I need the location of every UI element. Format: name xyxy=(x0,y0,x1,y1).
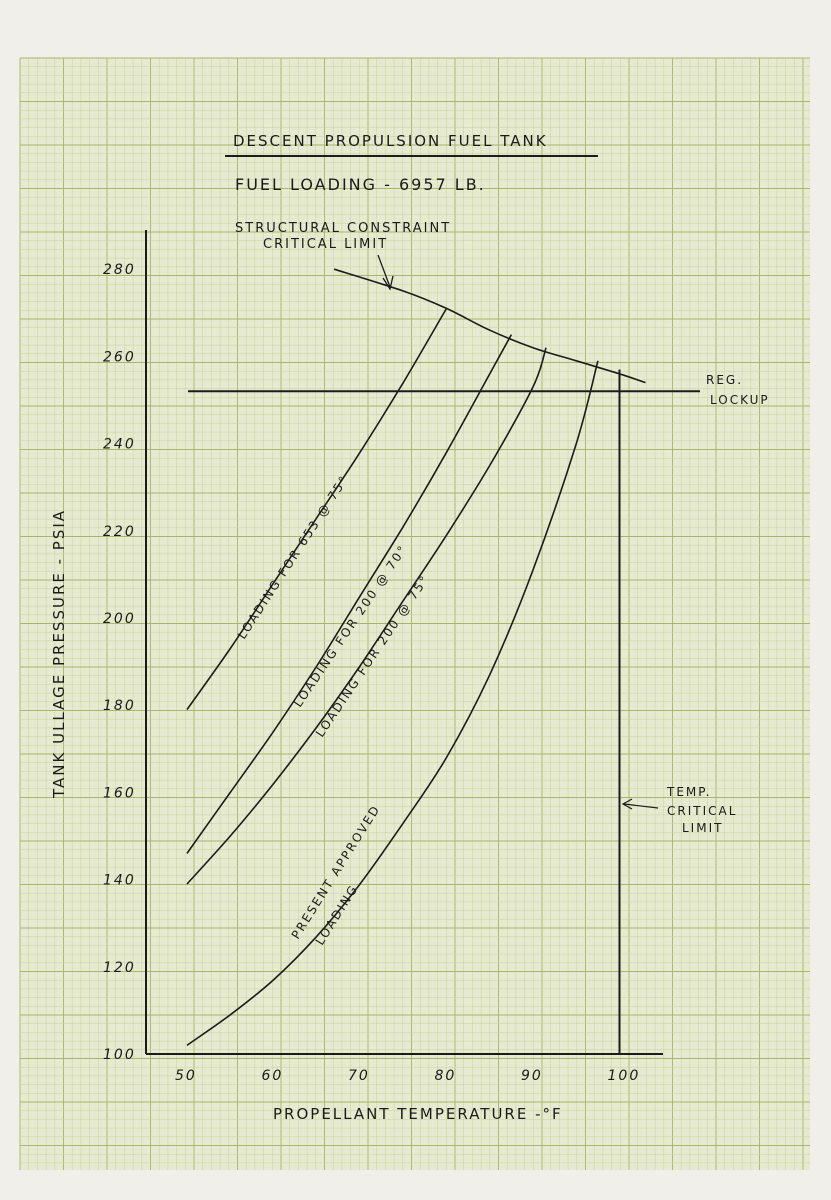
y-tick-label: 200 xyxy=(103,611,136,627)
x-tick-label: 70 xyxy=(348,1068,370,1084)
y-tick-label: 140 xyxy=(103,873,136,889)
temp-limit-label-line3: LIMIT xyxy=(682,821,723,835)
x-axis-label: PROPELLANT TEMPERATURE -°F xyxy=(273,1105,563,1123)
x-tick-label: 100 xyxy=(608,1068,641,1084)
y-tick-label: 240 xyxy=(103,437,136,453)
y-tick-label: 180 xyxy=(103,698,136,714)
structural-arrowhead xyxy=(382,275,394,291)
y-tick-label: 260 xyxy=(103,349,136,365)
graph-paper xyxy=(20,58,810,1170)
temp-limit-label-line2: CRITICAL xyxy=(667,804,737,818)
curve-loading-653-at-75 xyxy=(186,307,448,711)
curve-present-approved-loading xyxy=(186,360,599,1046)
x-tick-label: 80 xyxy=(435,1068,457,1084)
structural-annotation-line2: CRITICAL LIMIT xyxy=(263,237,388,252)
temp-limit-arrow xyxy=(623,803,659,809)
grid xyxy=(19,57,810,1170)
structural-annotation-line1: STRUCTURAL CONSTRAINT xyxy=(235,221,451,236)
y-tick-label: 220 xyxy=(103,524,136,540)
reg-lockup-label-line1: REG. xyxy=(706,373,743,387)
y-tick-label: 160 xyxy=(103,785,136,801)
x-tick-label: 60 xyxy=(262,1068,284,1084)
y-tick-label: 100 xyxy=(103,1047,136,1063)
x-tick-label: 50 xyxy=(175,1068,197,1084)
curve-loading-200-at-70 xyxy=(186,334,513,854)
y-axis-label: TANK ULLAGE PRESSURE - PSIA xyxy=(50,509,68,799)
curve-loading-200-at-75 xyxy=(186,347,547,885)
chart-title: DESCENT PROPULSION FUEL TANK xyxy=(233,132,548,150)
x-tick-label: 90 xyxy=(521,1068,543,1084)
curve-structural-constraint xyxy=(333,268,646,384)
y-tick-label: 280 xyxy=(103,262,136,278)
chart-subtitle: FUEL LOADING - 6957 LB. xyxy=(235,175,486,194)
y-tick-label: 120 xyxy=(103,960,136,976)
temp-limit-label-line1: TEMP. xyxy=(666,785,711,799)
structural-arrow xyxy=(377,254,391,288)
y-tick-labels: 100 120 140 160 180 200 220 240 260 280 xyxy=(103,262,136,1063)
temp-limit-arrowhead xyxy=(621,798,633,810)
x-tick-labels: 50 60 70 80 90 100 xyxy=(175,1068,641,1084)
reg-lockup-label-line2: LOCKUP xyxy=(710,393,770,407)
